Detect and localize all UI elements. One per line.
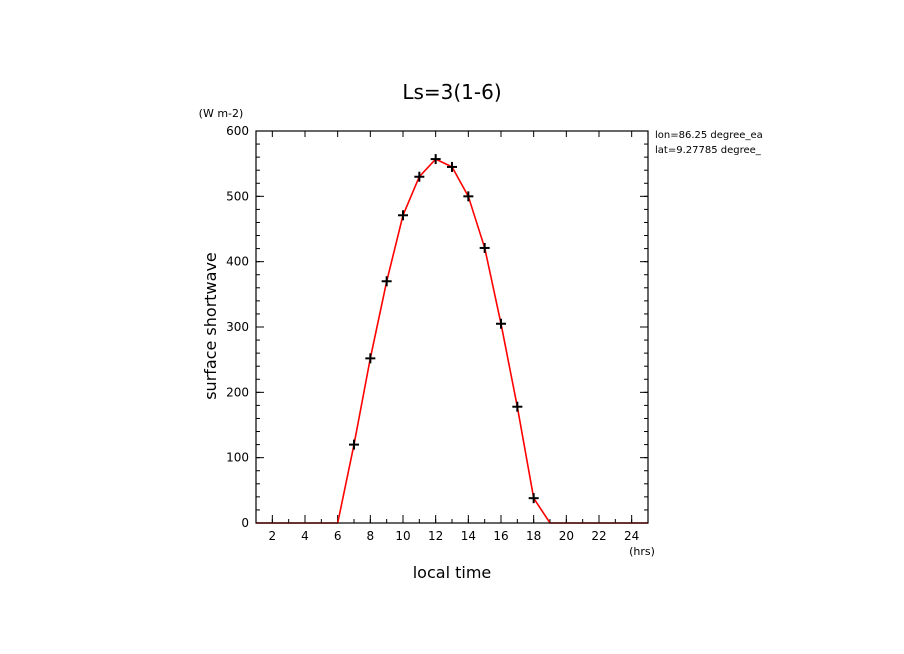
annotation-lon: lon=86.25 degree_ea bbox=[655, 130, 763, 141]
data-point-marker bbox=[447, 161, 457, 172]
data-point-marker bbox=[479, 242, 490, 253]
x-tick-label: 24 bbox=[624, 529, 639, 543]
x-tick-label: 6 bbox=[334, 529, 342, 543]
data-point-marker bbox=[414, 171, 425, 182]
y-axis-label: surface shortwave bbox=[201, 252, 220, 400]
y-tick-label: 400 bbox=[226, 255, 249, 269]
data-point-marker bbox=[512, 401, 523, 412]
y-unit-label: (W m-2) bbox=[199, 107, 244, 120]
y-tick-label: 500 bbox=[226, 189, 249, 203]
data-point-marker bbox=[430, 154, 441, 165]
y-tick-label: 600 bbox=[226, 124, 249, 138]
annotation-lat: lat=9.27785 degree_ bbox=[655, 145, 762, 156]
series-line bbox=[256, 158, 648, 524]
x-tick-label: 10 bbox=[395, 529, 410, 543]
x-tick-label: 16 bbox=[493, 529, 508, 543]
x-tick-label: 18 bbox=[526, 529, 541, 543]
y-tick-label: 100 bbox=[226, 451, 249, 465]
x-tick-label: 4 bbox=[301, 529, 309, 543]
x-axis-label: local time bbox=[413, 563, 492, 582]
x-tick-label: 8 bbox=[367, 529, 375, 543]
plot-frame bbox=[255, 130, 649, 524]
data-point-marker bbox=[381, 276, 392, 287]
x-tick-label: 22 bbox=[591, 529, 606, 543]
y-tick-label: 200 bbox=[226, 385, 249, 399]
y-tick-label: 300 bbox=[226, 320, 249, 334]
data-point-marker bbox=[365, 353, 376, 364]
y-tick-label: 0 bbox=[241, 516, 249, 530]
chart-title: Ls=3(1-6) bbox=[402, 80, 501, 104]
x-tick-label: 14 bbox=[461, 529, 476, 543]
data-point-marker bbox=[349, 439, 359, 450]
x-tick-label: 12 bbox=[428, 529, 443, 543]
data-point-marker bbox=[528, 493, 539, 504]
x-tick-label: 2 bbox=[269, 529, 277, 543]
data-point-marker bbox=[496, 318, 506, 329]
data-point-marker bbox=[463, 191, 474, 202]
data-point-marker bbox=[398, 210, 408, 221]
x-tick-label: 20 bbox=[559, 529, 574, 543]
x-unit-label: (hrs) bbox=[629, 545, 655, 558]
